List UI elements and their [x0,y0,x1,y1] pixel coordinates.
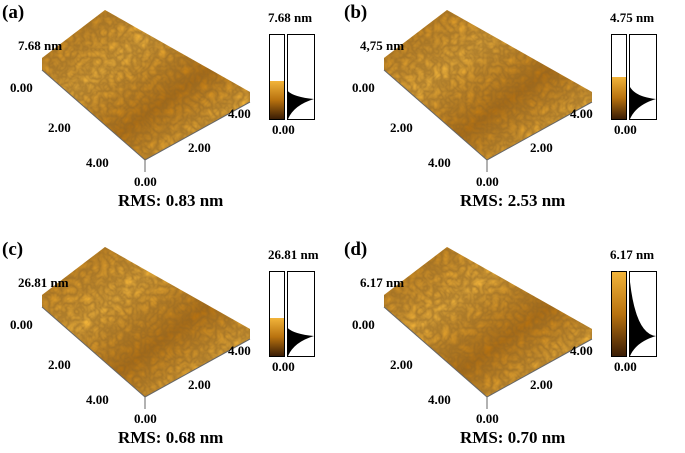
rms-value: RMS: 2.53 nm [460,191,566,210]
z-zero-label: 0.00 [352,80,375,95]
x-tick-label: 2.00 [390,357,413,372]
colorbar [269,271,285,357]
y-tick-label: 4.00 [570,106,593,121]
origin-label: 0.00 [476,411,499,426]
afm-panel: (a) 7.68 nm 0.00 2.00 4.00 0.00 4.00 2.0… [0,0,342,226]
y-tick-label: 2.00 [188,377,211,392]
colorbar-max-label: 7.68 nm [268,10,313,25]
y-tick-label: 2.00 [530,377,553,392]
colorbar-fill [612,77,626,119]
panel-label: (d) [344,239,368,260]
colorbar-min-label: 0.00 [614,122,637,137]
z-zero-label: 0.00 [10,80,33,95]
colorbar-max-label: 26.81 nm [268,247,319,262]
colorbar-fill [270,81,284,119]
y-tick-label: 4.00 [228,343,251,358]
afm-3d-surface [383,10,593,172]
y-tick-label: 4.00 [570,343,593,358]
colorbar-fill [612,272,626,356]
x-tick-label: 2.00 [48,120,71,135]
origin-label: 0.00 [476,174,499,189]
height-histogram [629,271,657,357]
colorbar-max-label: 6.17 nm [610,247,655,262]
colorbar [611,271,627,357]
colorbar-max-label: 4.75 nm [610,10,655,25]
z-max-label: 26.81 nm [18,275,69,290]
y-tick-label: 4.00 [228,106,251,121]
z-max-label: 7.68 nm [18,38,63,53]
colorbar [611,34,627,120]
x-tick-label: 2.00 [390,120,413,135]
afm-panel: (b) 4,75 nm 0.00 2.00 4.00 0.00 4.00 2.0… [342,0,684,226]
z-max-label: 4,75 nm [360,38,405,53]
x-tick-label: 4.00 [86,392,109,407]
height-histogram [287,271,315,357]
x-tick-label: 4.00 [428,392,451,407]
y-tick-label: 2.00 [530,140,553,155]
x-tick-label: 4.00 [86,155,109,170]
rms-value: RMS: 0.70 nm [460,428,566,447]
afm-panel: (c) 26.81 nm 0.00 2.00 4.00 0.00 4.00 2.… [0,237,342,453]
panel-label: (b) [344,2,368,23]
rms-value: RMS: 0.68 nm [118,428,224,447]
colorbar-min-label: 0.00 [614,359,637,374]
height-histogram [287,34,315,120]
origin-label: 0.00 [134,411,157,426]
z-zero-label: 0.00 [352,317,375,332]
colorbar-min-label: 0.00 [272,359,295,374]
afm-3d-surface [383,247,593,409]
panel-label: (c) [2,239,24,260]
x-tick-label: 4.00 [428,155,451,170]
rms-value: RMS: 0.83 nm [118,191,224,210]
colorbar-min-label: 0.00 [272,122,295,137]
colorbar [269,34,285,120]
height-histogram [629,34,657,120]
x-tick-label: 2.00 [48,357,71,372]
origin-label: 0.00 [134,174,157,189]
afm-3d-surface [41,247,251,409]
panel-label: (a) [2,2,25,23]
z-zero-label: 0.00 [10,317,33,332]
afm-panel: (d) 6.17 nm 0.00 2.00 4.00 0.00 4.00 2.0… [342,237,684,453]
y-tick-label: 2.00 [188,140,211,155]
z-max-label: 6.17 nm [360,275,405,290]
colorbar-fill [270,318,284,356]
afm-3d-surface [41,10,251,172]
